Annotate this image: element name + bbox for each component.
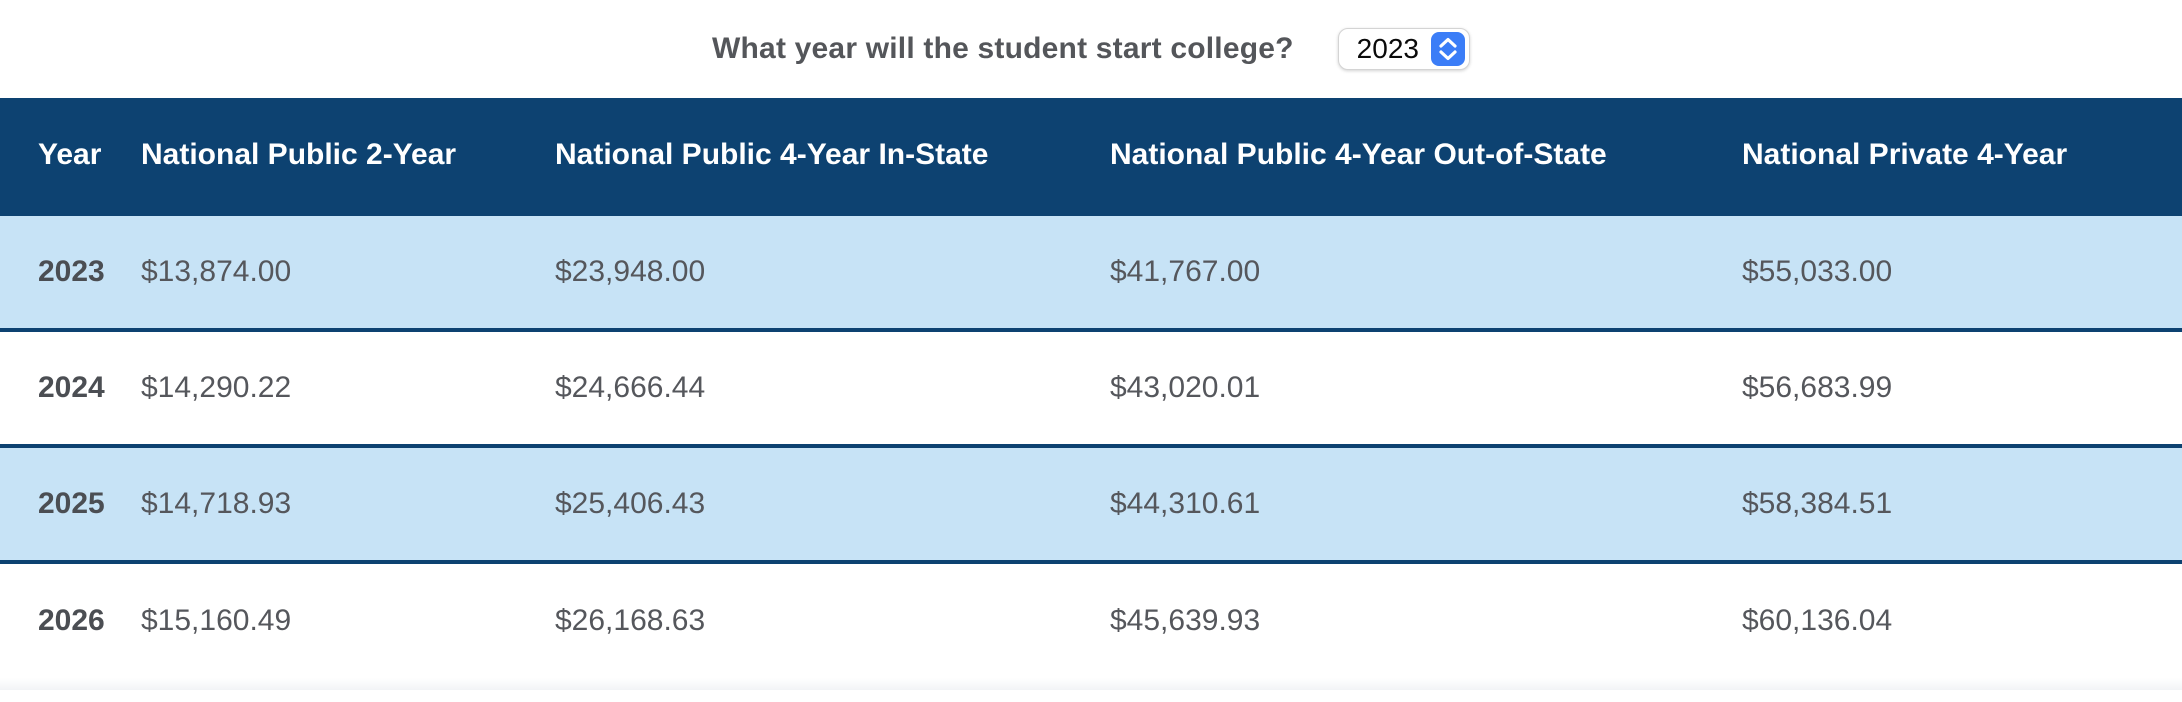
cost-cell: $55,033.00 xyxy=(1742,255,1893,288)
table-row: 2025 $14,718.93 $25,406.43 $44,310.61 $5… xyxy=(0,446,2182,562)
table-row: 2023 $13,874.00 $23,948.00 $41,767.00 $5… xyxy=(0,214,2182,330)
up-down-chevrons-icon xyxy=(1439,37,1457,61)
cost-cell: $41,767.00 xyxy=(1110,255,1261,288)
question-label: What year will the student start college… xyxy=(712,32,1294,65)
year-cell: 2024 xyxy=(38,371,105,404)
start-year-select-value: 2023 xyxy=(1356,33,1419,64)
cost-cell: $26,168.63 xyxy=(555,604,706,637)
cost-cell: $44,310.61 xyxy=(1110,487,1261,520)
table-row: 2026 $15,160.49 $26,168.63 $45,639.93 $6… xyxy=(0,562,2182,678)
year-cell: 2025 xyxy=(38,487,105,520)
col-header-public-4yr-outofstate: National Public 4-Year Out-of-State xyxy=(1110,98,1742,214)
cost-projection-table: Year National Public 2-Year National Pub… xyxy=(0,98,2182,678)
cost-cell: $43,020.01 xyxy=(1110,371,1261,404)
start-year-select[interactable]: 2023 xyxy=(1337,28,1470,70)
header-row: Year National Public 2-Year National Pub… xyxy=(0,98,2182,214)
cost-cell: $58,384.51 xyxy=(1742,487,1893,520)
table-header: Year National Public 2-Year National Pub… xyxy=(0,98,2182,214)
cost-cell: $45,639.93 xyxy=(1110,604,1261,637)
cost-cell: $56,683.99 xyxy=(1742,371,1893,404)
cost-cell: $14,290.22 xyxy=(141,371,292,404)
bottom-fade-strip xyxy=(0,678,2182,690)
year-cell: 2026 xyxy=(38,604,105,637)
col-header-public-4yr-instate: National Public 4-Year In-State xyxy=(555,98,1110,214)
col-header-public-2yr: National Public 2-Year xyxy=(141,98,555,214)
question-bar: What year will the student start college… xyxy=(0,0,2182,98)
year-cell: 2023 xyxy=(38,255,105,288)
cost-cell: $13,874.00 xyxy=(141,255,292,288)
cost-cell: $25,406.43 xyxy=(555,487,706,520)
cost-cell: $15,160.49 xyxy=(141,604,292,637)
col-header-year: Year xyxy=(0,98,141,214)
cost-cell: $23,948.00 xyxy=(555,255,706,288)
select-stepper-icon[interactable] xyxy=(1430,32,1465,66)
cost-cell: $14,718.93 xyxy=(141,487,292,520)
cost-cell: $60,136.04 xyxy=(1742,604,1893,637)
table-row: 2024 $14,290.22 $24,666.44 $43,020.01 $5… xyxy=(0,330,2182,446)
col-header-private-4yr: National Private 4-Year xyxy=(1742,98,2182,214)
cost-cell: $24,666.44 xyxy=(555,371,706,404)
